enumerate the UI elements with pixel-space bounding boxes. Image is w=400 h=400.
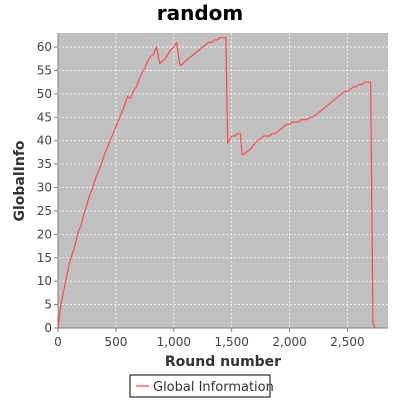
- y-axis-title: GlobalInfo: [12, 140, 28, 221]
- y-tick-label: 45: [37, 110, 52, 124]
- plot-background: [58, 33, 388, 328]
- x-tick-label: 2,000: [272, 335, 306, 349]
- x-tick-label: 2,500: [330, 335, 364, 349]
- series-line-global-information: [57, 37, 376, 329]
- y-tick-label: 20: [37, 227, 52, 241]
- y-tick-label: 25: [37, 204, 52, 218]
- tick-label-layer: 0 5 10 15 20 25 30 35 40 45 50 55 60 0 500 1,000 1,500 2,…: [37, 40, 365, 349]
- legend-label: Global Information: [153, 380, 274, 395]
- y-tick-label: 10: [37, 274, 52, 288]
- y-tick-label: 35: [37, 157, 52, 171]
- y-tick-label: 55: [37, 63, 52, 77]
- legend: Global Information: [129, 374, 274, 398]
- axis-layer: [54, 33, 388, 332]
- x-tick-label: 1,000: [157, 335, 191, 349]
- x-axis-title: Round number: [165, 354, 281, 370]
- y-tick-label: 30: [37, 181, 52, 195]
- y-tick-label: 40: [37, 134, 52, 148]
- y-tick-label: 5: [44, 298, 52, 312]
- x-tick-label: 0: [54, 335, 62, 349]
- y-tick-label: 15: [37, 251, 52, 265]
- y-tick-label: 50: [37, 87, 52, 101]
- x-tick-label: 1,500: [215, 335, 249, 349]
- series-layer: [57, 37, 376, 329]
- y-tick-label: 0: [44, 321, 52, 335]
- y-tick-label: 60: [37, 40, 52, 54]
- chart-title: random: [157, 1, 244, 25]
- legend-box: [129, 374, 271, 398]
- x-tick-label: 500: [104, 335, 127, 349]
